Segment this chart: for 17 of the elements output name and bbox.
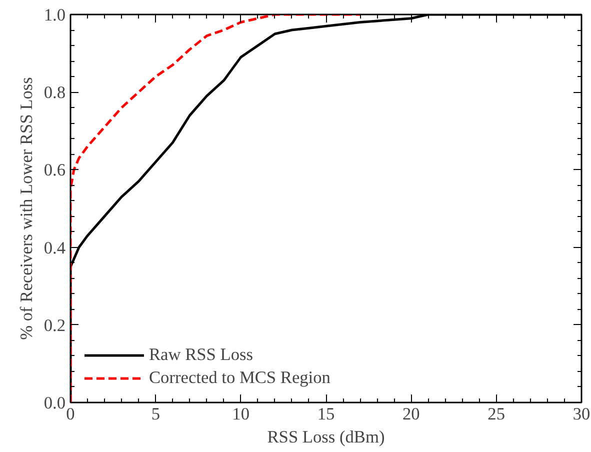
legend-label: Raw RSS Loss (149, 345, 253, 365)
x-axis-title: RSS Loss (dBm) (267, 428, 385, 446)
x-tick-label: 20 (402, 404, 420, 424)
y-tick-label: 0.8 (44, 83, 66, 102)
x-tick-label: 30 (572, 404, 590, 424)
y-axis-title: % of Receivers with Lower RSS Loss (16, 76, 36, 340)
y-tick-label: 0.4 (44, 238, 66, 258)
x-tick-label: 10 (232, 404, 250, 424)
x-tick-label: 15 (317, 404, 335, 424)
y-tick-label: 0.6 (44, 160, 66, 180)
legend-label: Corrected to MCS Region (149, 368, 330, 388)
x-tick-label: 0 (66, 404, 75, 424)
x-tick-label: 25 (488, 404, 505, 424)
y-tick-label: 1.0 (44, 6, 66, 24)
y-tick-label: 0.0 (44, 394, 66, 412)
x-tick-label: 5 (151, 404, 160, 424)
y-tick-label: 0.2 (44, 316, 66, 335)
